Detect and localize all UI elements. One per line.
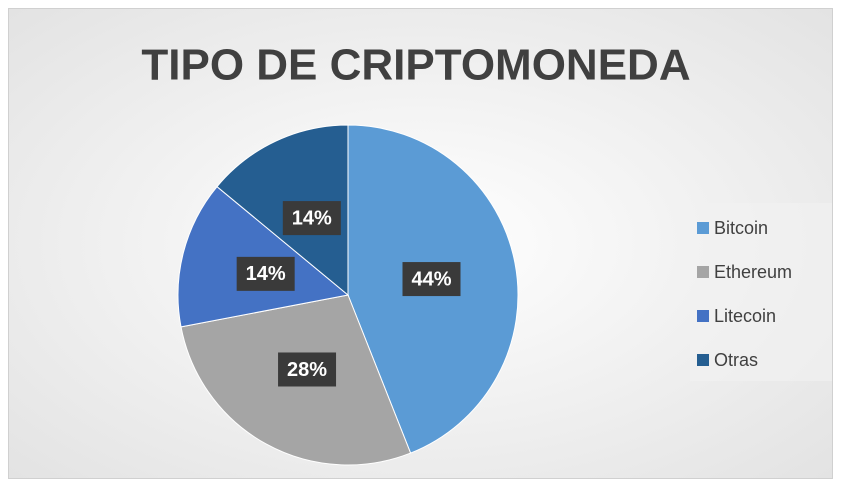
data-label-box bbox=[278, 352, 337, 387]
legend-label: Otras bbox=[714, 350, 758, 370]
legend-label: Litecoin bbox=[714, 306, 776, 326]
data-label: 44% bbox=[411, 268, 451, 290]
chart-title: TIPO DE CRIPTOMONEDA bbox=[141, 41, 690, 90]
data-label: 14% bbox=[246, 263, 286, 285]
data-label-box bbox=[402, 262, 461, 297]
legend-swatch bbox=[697, 222, 709, 234]
legend-label: Bitcoin bbox=[714, 218, 768, 238]
legend-swatch bbox=[697, 266, 709, 278]
data-label-box bbox=[282, 201, 341, 236]
data-label: 28% bbox=[287, 359, 327, 381]
legend bbox=[690, 203, 832, 381]
data-label-box bbox=[236, 256, 295, 291]
legend-label: Ethereum bbox=[714, 262, 792, 282]
pie-slice bbox=[177, 185, 350, 328]
pie-slice bbox=[216, 124, 349, 297]
data-label: 14% bbox=[292, 207, 332, 229]
legend-swatch bbox=[697, 310, 709, 322]
legend-swatch bbox=[697, 354, 709, 366]
